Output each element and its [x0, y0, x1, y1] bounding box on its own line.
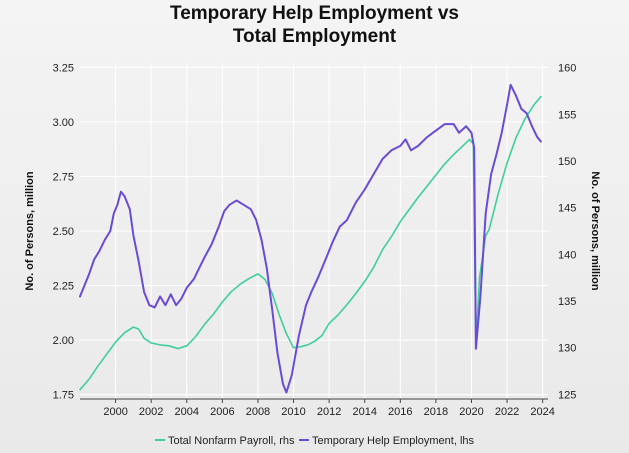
series-lines [79, 83, 542, 394]
x-tick-label: 2004 [175, 406, 199, 418]
y-left-tick-label: 3.00 [53, 117, 74, 129]
y-right-tick-label: 140 [558, 249, 576, 261]
y-right-tick-label: 135 [558, 296, 576, 308]
chart-title-line-1: Temporary Help Employment vs [170, 3, 459, 24]
legend-label-temp-help: Temporary Help Employment, lhs [312, 435, 475, 447]
y-left-tick-label: 3.25 [53, 62, 74, 74]
y-right-tick-label: 160 [558, 63, 576, 75]
y-right-tick-label: 125 [558, 389, 576, 401]
y-left-tick-label: 2.00 [53, 335, 74, 347]
x-tick-label: 2022 [495, 406, 519, 418]
chart-title-line-2: Total Employment [232, 26, 397, 47]
y-right-tick-label: 145 [558, 203, 576, 215]
y-left-tick-label: 2.25 [53, 281, 74, 293]
y-right-tick-label: 130 [558, 343, 576, 355]
x-tick-label: 2002 [139, 406, 163, 418]
y-left-tick-label: 1.75 [53, 390, 74, 402]
series-line-temporary-help [79, 83, 542, 394]
y-left-tick-label: 2.50 [53, 226, 74, 238]
chart-title: Temporary Help Employment vs Total Emplo… [0, 2, 629, 48]
y-left-tick-label: 2.75 [53, 171, 74, 183]
x-tick-label: 2012 [317, 406, 341, 418]
x-tick-label: 2000 [103, 406, 127, 418]
grid-lines [80, 63, 548, 399]
x-tick-label: 2014 [352, 406, 376, 418]
y-right-tick-label: 150 [558, 156, 576, 168]
x-tick-label: 2006 [210, 406, 234, 418]
x-tick-label: 2020 [459, 406, 483, 418]
x-tick-label: 2018 [424, 406, 448, 418]
x-tick-label: 2016 [388, 406, 412, 418]
x-tick-label: 2008 [246, 406, 270, 418]
x-tick-label: 2010 [281, 406, 305, 418]
x-tick-label: 2024 [530, 406, 554, 418]
legend: Total Nonfarm Payroll, rhs Temporary Hel… [155, 435, 475, 447]
y-axis-left-title: No. of Persons, million [24, 171, 36, 290]
y-right-tick-label: 155 [558, 109, 576, 121]
legend-label-payroll: Total Nonfarm Payroll, rhs [168, 435, 295, 447]
tick-labels: 1.75 2.00 2.25 2.50 2.75 3.00 3.25 2000 2002 2004… [53, 62, 577, 418]
y-axis-right-title: No. of Persons, million [589, 171, 601, 290]
